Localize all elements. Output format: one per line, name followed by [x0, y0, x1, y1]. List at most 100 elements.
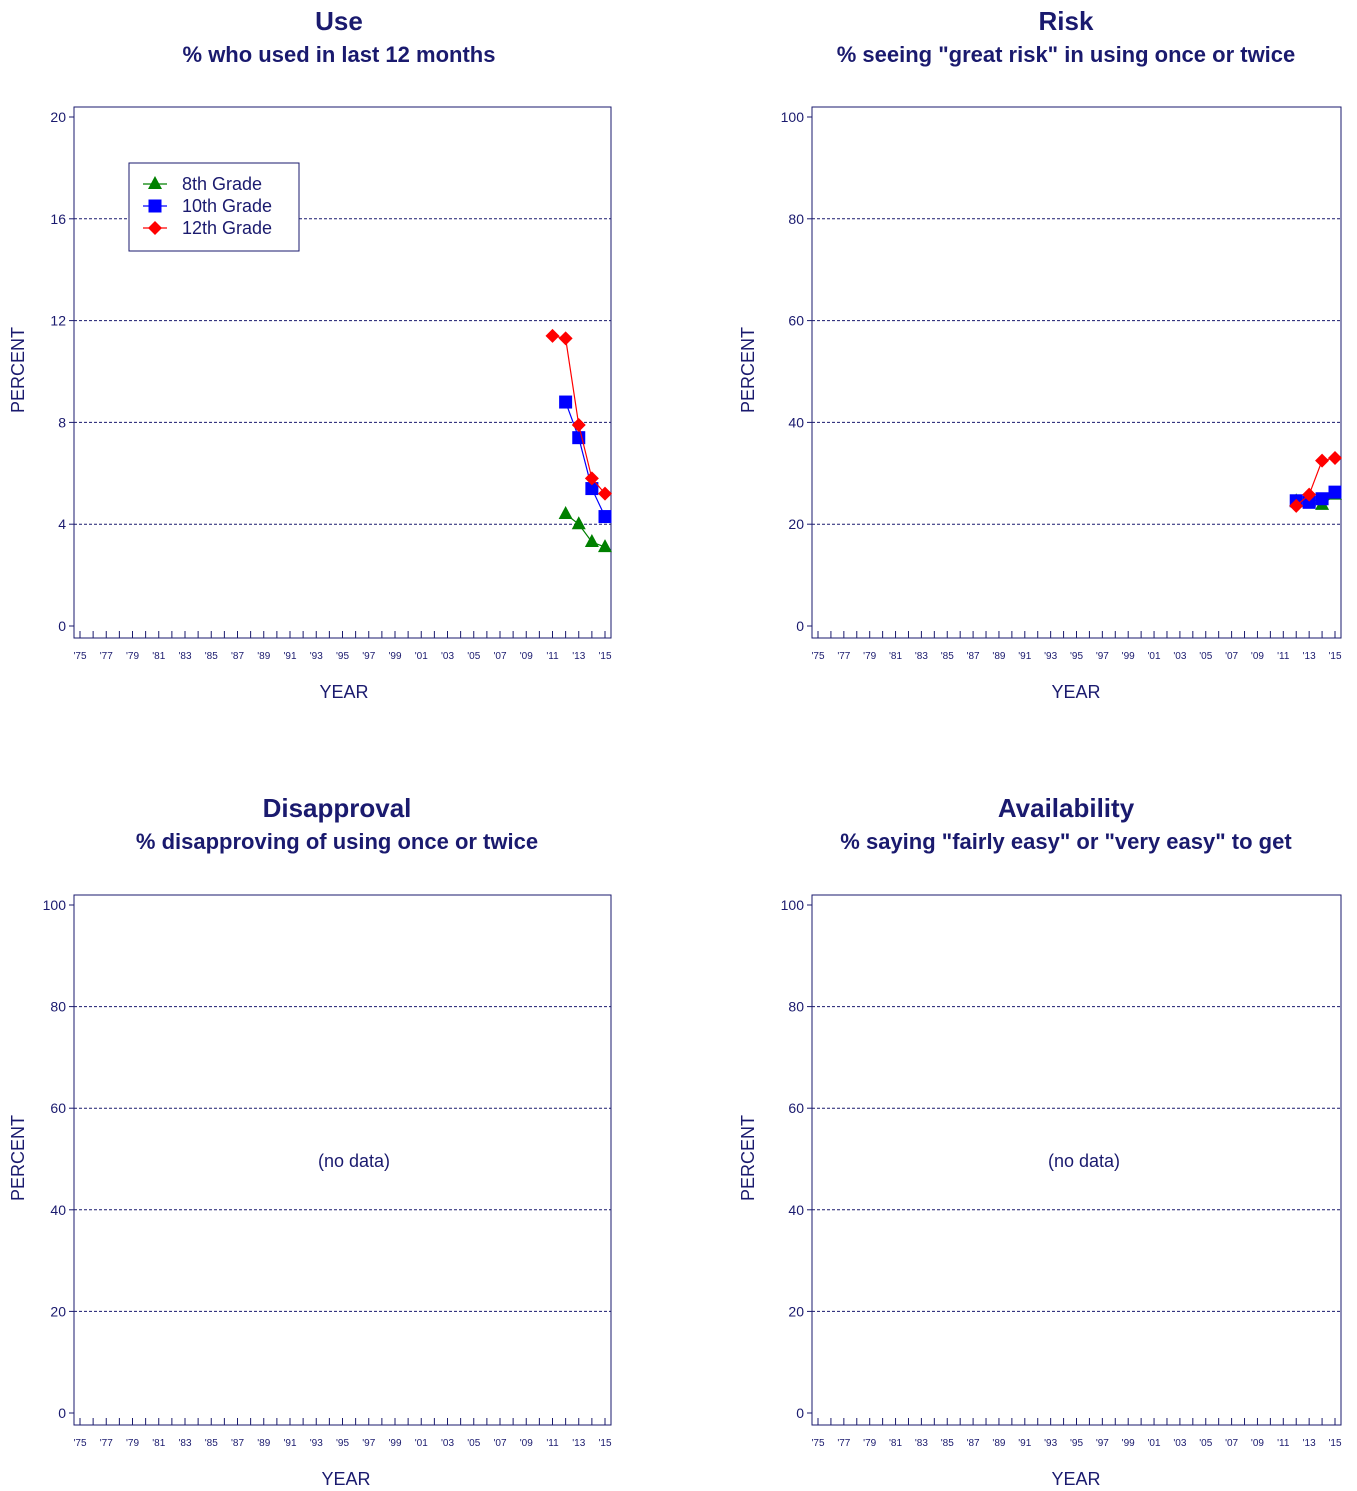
x-tick-label: '11	[1277, 1438, 1290, 1449]
x-tick-label: '01	[1148, 1438, 1161, 1449]
data-point-square	[572, 431, 586, 445]
chart-panel-availability: Availability % saying "fairly easy" or "…	[730, 785, 1357, 1491]
y-tick-label: 20	[788, 516, 804, 532]
data-point-diamond	[584, 471, 599, 486]
x-tick-label: '15	[598, 1438, 611, 1449]
x-tick-label: '79	[126, 1438, 139, 1449]
x-tick-label: '79	[126, 651, 139, 662]
x-tick-label: '75	[73, 1438, 86, 1449]
y-axis-label: PERCENT	[738, 1115, 758, 1201]
chart-panel-disapproval: Disapproval % disapproving of using once…	[0, 785, 660, 1491]
y-tick-label: 0	[58, 618, 66, 634]
y-tick-label: 100	[781, 897, 805, 913]
x-tick-label: '15	[1328, 651, 1341, 662]
x-tick-label: '09	[520, 651, 533, 662]
x-tick-label: '95	[336, 1438, 349, 1449]
x-tick-label: '03	[1173, 651, 1186, 662]
data-point-diamond	[1315, 453, 1330, 468]
data-point-square	[559, 395, 573, 409]
data-point-triangle	[598, 539, 612, 553]
x-tick-label: '97	[362, 651, 375, 662]
legend-label: 12th Grade	[182, 218, 272, 238]
x-tick-label: '15	[1328, 1438, 1341, 1449]
x-tick-label: '79	[863, 651, 876, 662]
data-point-diamond	[571, 417, 586, 432]
x-tick-label: '85	[205, 1438, 218, 1449]
y-tick-label: 60	[788, 1100, 804, 1116]
chart-subtitle: % saying "fairly easy" or "very easy" to…	[840, 829, 1292, 854]
x-tick-label: '95	[336, 651, 349, 662]
x-tick-label: '77	[837, 651, 850, 662]
x-axis-label: YEAR	[1051, 1469, 1100, 1489]
data-point-diamond	[558, 331, 573, 346]
data-point-diamond	[545, 328, 560, 343]
x-tick-label: '87	[967, 651, 980, 662]
x-tick-label: '89	[257, 651, 270, 662]
legend-marker-diamond	[148, 221, 162, 235]
x-tick-label: '11	[546, 1438, 559, 1449]
x-tick-label: '01	[415, 651, 428, 662]
y-tick-label: 12	[50, 313, 66, 329]
x-tick-label: '91	[1018, 651, 1031, 662]
x-tick-label: '93	[310, 651, 323, 662]
data-point-diamond	[1328, 451, 1342, 466]
x-tick-label: '93	[1044, 1438, 1057, 1449]
y-tick-label: 16	[50, 211, 66, 227]
x-tick-label: '77	[100, 651, 113, 662]
data-point-square	[598, 510, 612, 524]
data-point-diamond	[1289, 498, 1304, 513]
x-tick-label: '85	[205, 651, 218, 662]
chart-svg-use: Use % who used in last 12 months PERCENT…	[8, 6, 612, 702]
y-axis-label: PERCENT	[8, 327, 28, 413]
y-tick-label: 20	[50, 1303, 66, 1319]
x-tick-label: '83	[178, 1438, 191, 1449]
data-point-triangle	[558, 506, 573, 520]
x-tick-label: '75	[73, 651, 86, 662]
x-tick-label: '05	[1199, 1438, 1212, 1449]
chart-title: Risk	[1039, 6, 1094, 36]
x-tick-label: '85	[941, 1438, 954, 1449]
x-tick-label: '81	[152, 1438, 165, 1449]
x-tick-label: '91	[1018, 1438, 1031, 1449]
x-tick-label: '81	[889, 1438, 902, 1449]
series-line-8th-grade	[565, 513, 606, 548]
x-axis-label: YEAR	[1051, 682, 1100, 702]
plot-frame	[811, 106, 1342, 639]
y-tick-label: 40	[788, 414, 804, 430]
plot-area: 0 20 40 60 80 100 '75 '77 '79 '81 '83 '85 '87 '89 '91 '…	[781, 106, 1342, 662]
x-tick-label: '07	[1225, 651, 1238, 662]
x-tick-label: '15	[598, 651, 611, 662]
x-tick-label: '99	[388, 651, 401, 662]
y-tick-label: 80	[788, 999, 804, 1015]
y-tick-label: 100	[781, 109, 805, 125]
x-tick-label: '13	[572, 651, 585, 662]
data-point-triangle	[571, 516, 586, 530]
x-tick-label: '77	[837, 1438, 850, 1449]
x-tick-label: '13	[572, 1438, 585, 1449]
x-tick-label: '01	[415, 1438, 428, 1449]
x-tick-label: '93	[1044, 651, 1057, 662]
x-tick-label: '03	[1173, 1438, 1186, 1449]
x-tick-label: '79	[863, 1438, 876, 1449]
x-tick-label: '05	[1199, 651, 1212, 662]
y-tick-label: 8	[58, 414, 66, 430]
x-tick-label: '05	[467, 651, 480, 662]
x-tick-label: '05	[467, 1438, 480, 1449]
chart-subtitle: % disapproving of using once or twice	[136, 829, 538, 854]
series-line-12th-grade	[1295, 457, 1336, 507]
x-tick-label: '75	[811, 1438, 824, 1449]
x-tick-label: '13	[1303, 651, 1316, 662]
y-tick-label: 60	[788, 313, 804, 329]
x-tick-label: '81	[152, 651, 165, 662]
x-tick-label: '97	[1096, 651, 1109, 662]
x-tick-label: '89	[257, 1438, 270, 1449]
chart-svg-disapproval: Disapproval % disapproving of using once…	[8, 793, 612, 1489]
chart-title: Availability	[998, 793, 1135, 823]
y-tick-label: 20	[788, 1303, 804, 1319]
y-tick-label: 0	[796, 618, 804, 634]
y-tick-label: 20	[50, 109, 66, 125]
x-tick-label: '03	[441, 651, 454, 662]
x-tick-label: '87	[231, 1438, 244, 1449]
x-tick-label: '99	[1122, 1438, 1135, 1449]
